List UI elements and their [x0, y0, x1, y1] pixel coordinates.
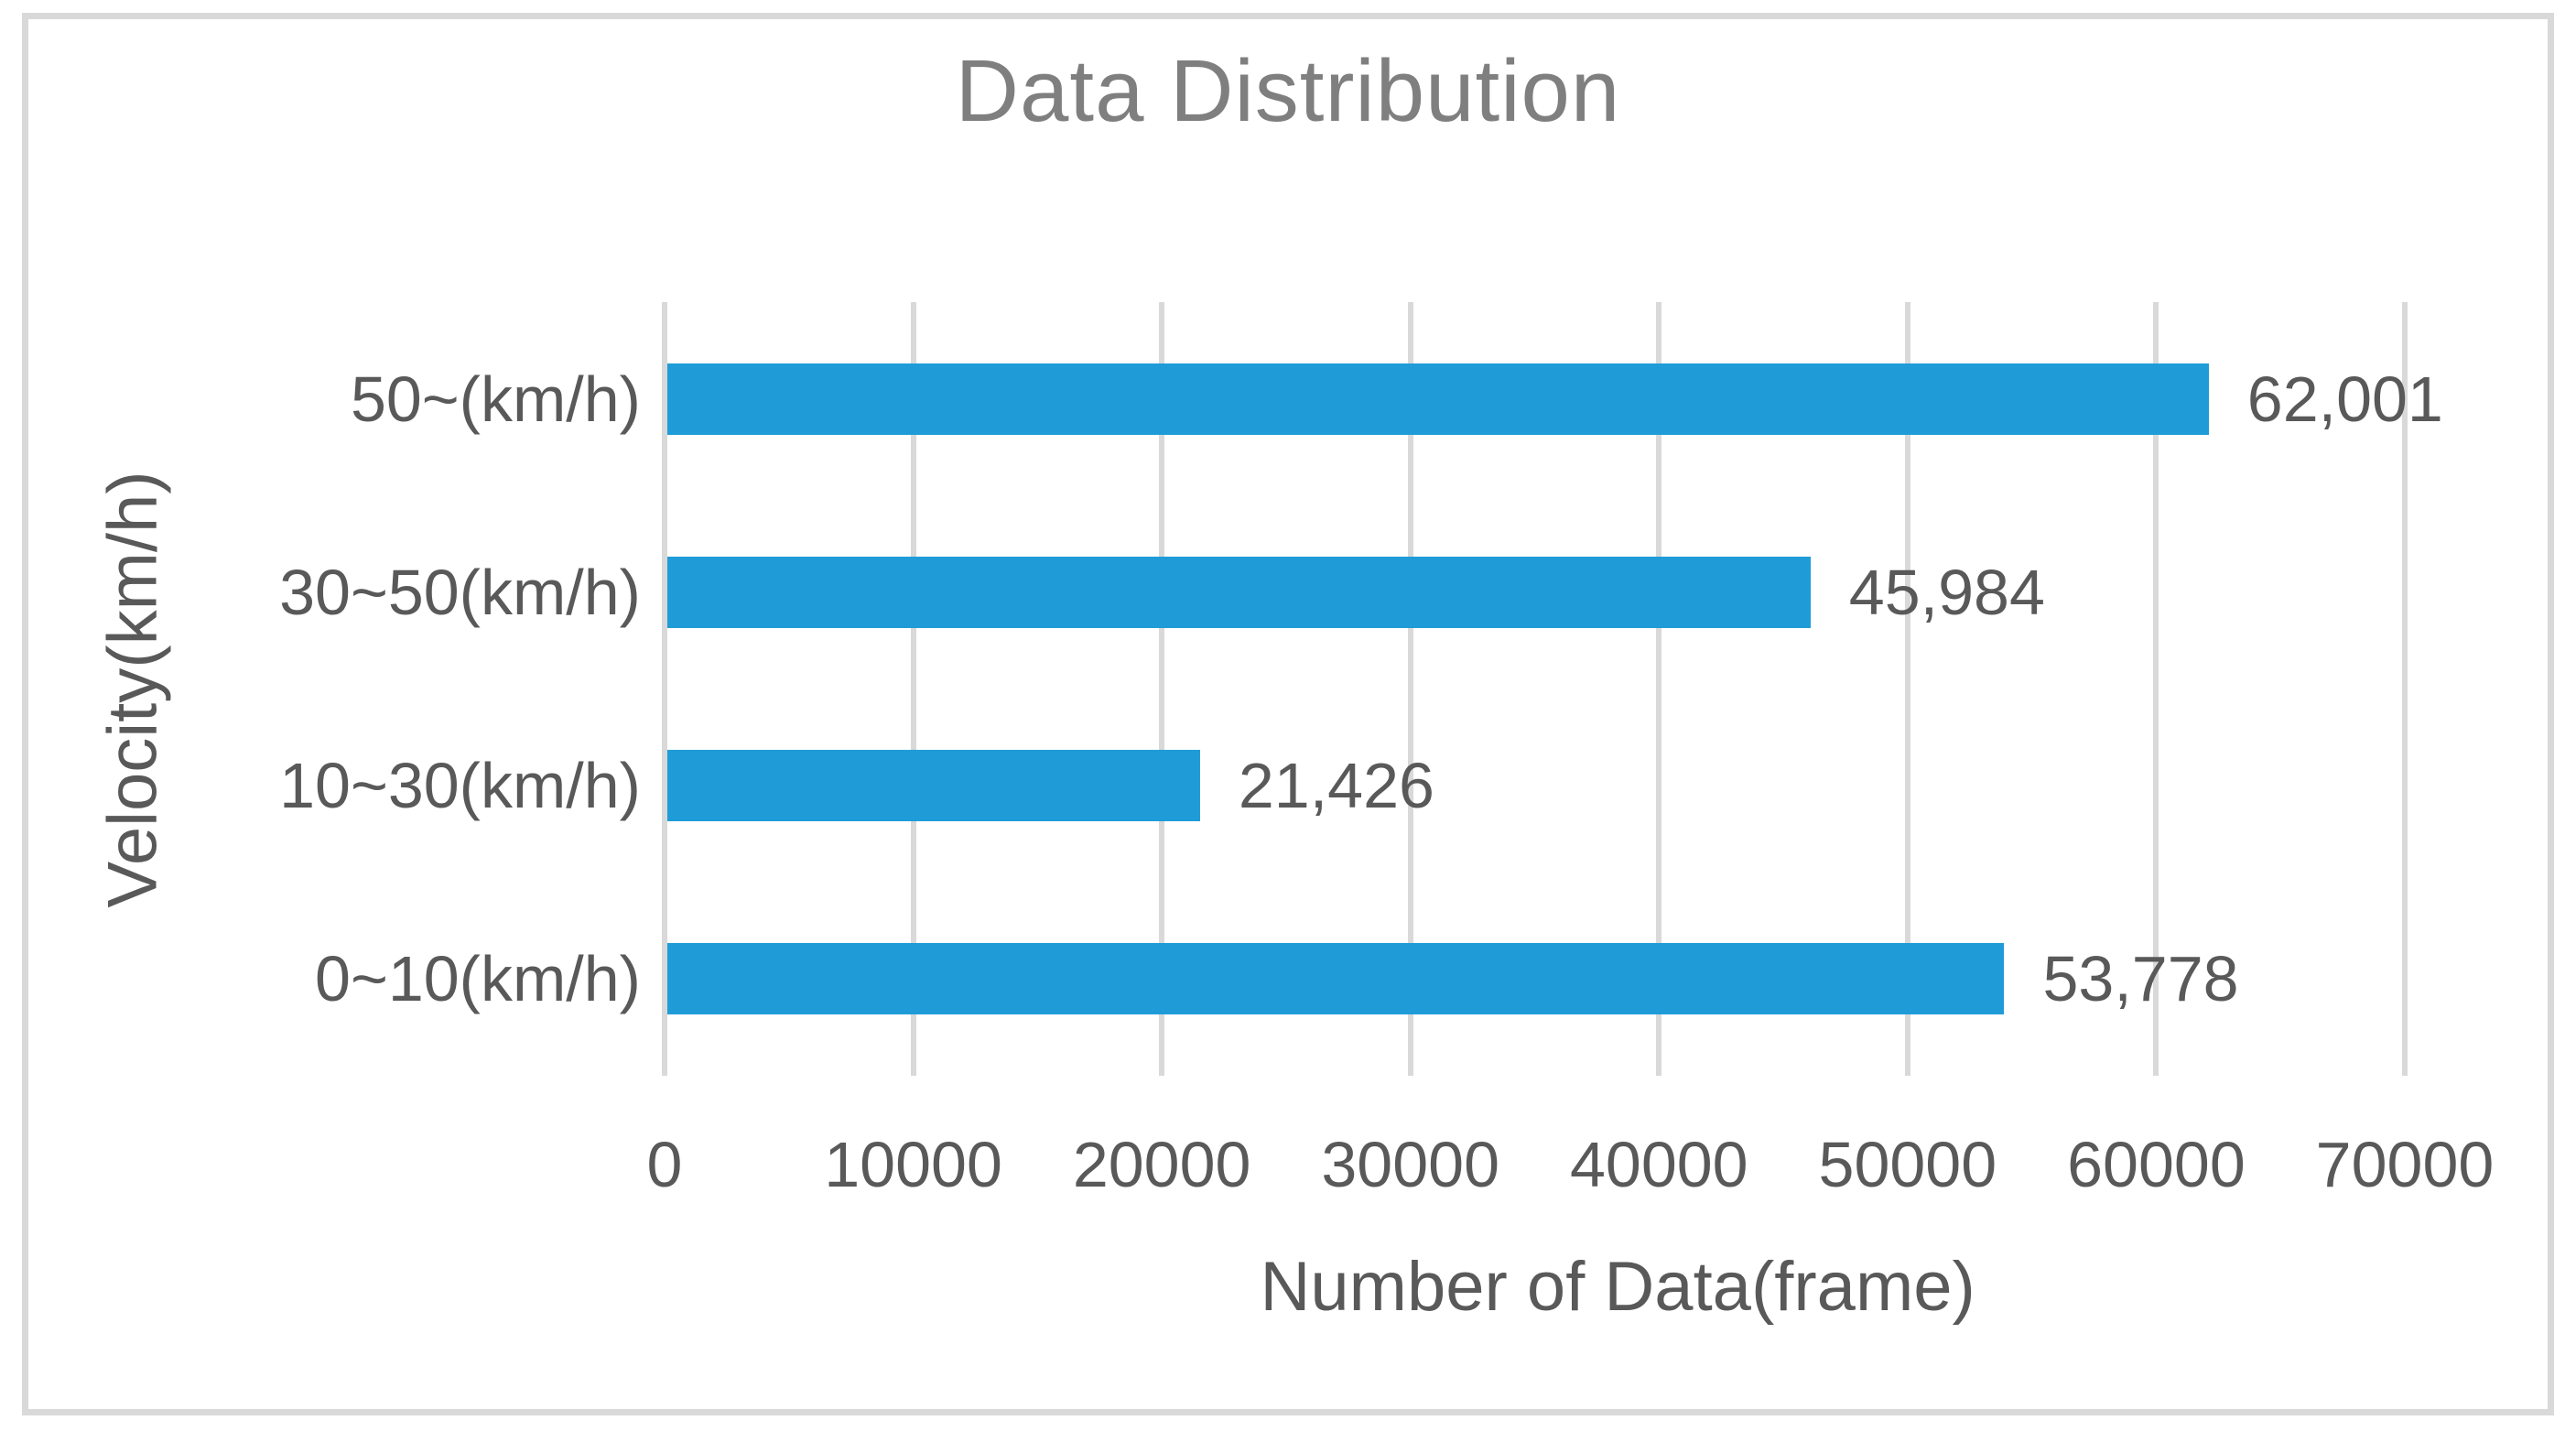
category-label: 10~30(km/h)	[279, 750, 641, 822]
gridline	[2402, 302, 2408, 1076]
gridline	[1159, 302, 1165, 1076]
x-tick-label: 70000	[2315, 1129, 2495, 1200]
bar-value-label: 53,778	[2042, 943, 2239, 1015]
gridline	[910, 302, 916, 1076]
x-tick-label: 20000	[1072, 1129, 1251, 1200]
x-tick-label: 60000	[2067, 1129, 2246, 1200]
chart-border-frame	[22, 13, 2554, 1415]
category-label: 0~10(km/h)	[315, 943, 641, 1015]
category-label: 30~50(km/h)	[279, 556, 641, 628]
bar-value-label: 45,984	[1848, 556, 2045, 628]
x-tick-label: 0	[646, 1129, 683, 1200]
category-label: 50~(km/h)	[350, 363, 641, 435]
bar	[667, 750, 1200, 822]
x-tick-label: 10000	[824, 1129, 1002, 1200]
x-axis-title: Number of Data(frame)	[1260, 1248, 1975, 1326]
y-axis-line	[662, 302, 667, 1076]
x-tick-label: 50000	[1818, 1129, 1997, 1200]
x-tick-label: 30000	[1321, 1129, 1500, 1200]
bar	[667, 943, 2005, 1015]
bar	[667, 556, 1811, 628]
gridline	[1407, 302, 1413, 1076]
y-axis-title-text: Velocity(km/h)	[93, 470, 172, 908]
bar-value-label: 62,001	[2246, 363, 2443, 435]
x-tick-label: 40000	[1569, 1129, 1748, 1200]
gridline	[1656, 302, 1662, 1076]
plot-area	[662, 302, 2408, 1076]
gridline	[2153, 302, 2159, 1076]
gridline	[1904, 302, 1910, 1076]
bar	[667, 363, 2209, 435]
bar-value-label: 21,426	[1238, 750, 1434, 822]
chart-title: Data Distribution	[955, 42, 1621, 140]
